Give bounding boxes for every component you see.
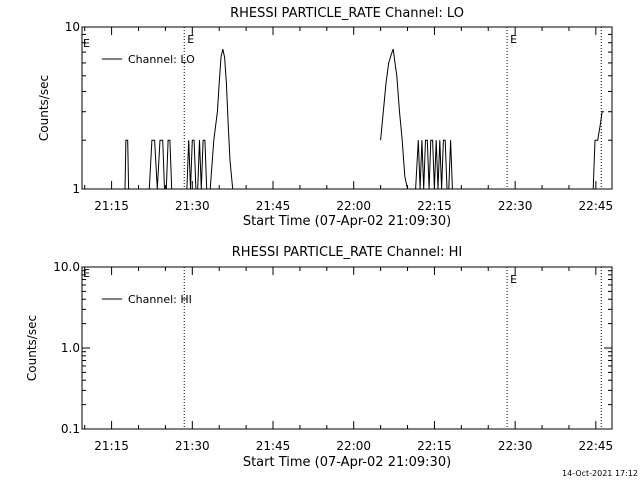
x-tick-label: 22:00 <box>336 439 371 453</box>
event-marker-label: E <box>510 33 517 46</box>
x-tick-label: 21:15 <box>94 199 129 213</box>
series-line <box>148 139 177 190</box>
series-line <box>415 139 455 190</box>
x-tick-label: 21:30 <box>175 439 210 453</box>
x-axis-label: Start Time (07-Apr-02 21:09:30) <box>243 214 451 229</box>
x-tick-label: 21:45 <box>256 439 291 453</box>
x-tick-label: 22:30 <box>498 439 533 453</box>
timestamp: 14-Oct-2021 17:12 <box>562 469 638 478</box>
x-tick-label: 21:15 <box>94 439 129 453</box>
y-axis-label: Counts/sec <box>25 315 39 381</box>
event-marker-label: E <box>187 33 194 46</box>
x-tick-label: 21:45 <box>256 199 291 213</box>
y-axis-label: Counts/sec <box>37 75 51 141</box>
y-tick-label: 10 <box>65 20 80 34</box>
series-line <box>592 111 604 190</box>
chart-title: RHESSI PARTICLE_RATE Channel: HI <box>232 245 462 260</box>
x-tick-label: 22:30 <box>498 199 533 213</box>
plot-frame <box>81 26 613 190</box>
panel-hi: RHESSI PARTICLE_RATE Channel: HI 21:15 21:… <box>25 245 613 470</box>
y-tick-label: 1.0 <box>61 341 80 355</box>
y-tick-label: 10.0 <box>53 260 80 274</box>
x-tick-label: 22:00 <box>336 199 371 213</box>
legend-label: Channel: LO <box>128 53 195 66</box>
series-line <box>122 139 131 190</box>
edge-marker-label: E <box>83 37 90 50</box>
edge-marker-label: E <box>83 267 90 280</box>
event-marker-label: E <box>510 273 517 286</box>
chart-title: RHESSI PARTICLE_RATE Channel: LO <box>230 6 464 21</box>
x-tick-label: 22:45 <box>579 199 614 213</box>
x-tick-label: 22:15 <box>417 199 452 213</box>
series-line <box>209 48 234 190</box>
legend-label: Channel: HI <box>128 293 192 306</box>
y-tick-label: 0.1 <box>61 422 80 436</box>
y-tick-label: 1 <box>72 182 80 196</box>
panel-lo: RHESSI PARTICLE_RATE Channel: LO 21:15 21:… <box>37 6 613 229</box>
series-line <box>186 139 208 190</box>
x-axis-label: Start Time (07-Apr-02 21:09:30) <box>243 455 451 470</box>
plot-frame <box>81 266 613 430</box>
x-tick-label: 22:45 <box>579 439 614 453</box>
x-tick-label: 21:30 <box>175 199 210 213</box>
series-line <box>380 48 408 190</box>
x-tick-label: 22:15 <box>417 439 452 453</box>
